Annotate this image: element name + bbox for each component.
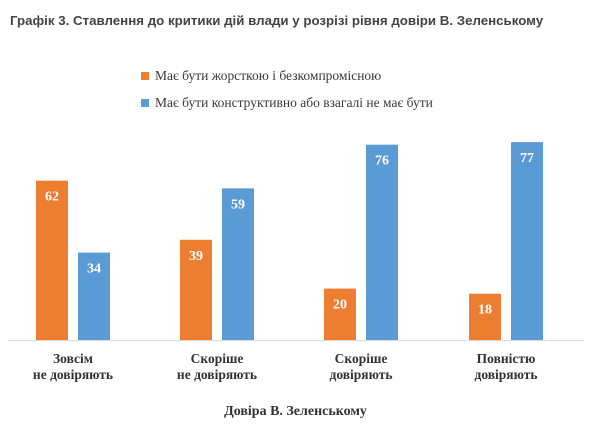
bar-value-label-series-1-4: 18 <box>478 303 492 318</box>
category-label-2-line-2: не довіряють <box>177 367 257 382</box>
bar-value-label-series-2-4: 77 <box>520 151 534 166</box>
category-label-4-line-2: довіряють <box>474 367 537 382</box>
bar-series-2-1 <box>78 252 110 340</box>
bar-value-label-series-2-2: 59 <box>231 197 245 212</box>
bar-value-label-series-1-3: 20 <box>333 298 347 313</box>
legend-swatch-series-1 <box>141 72 149 80</box>
bar-value-label-series-2-3: 76 <box>375 154 389 169</box>
category-label-2-line-1: Скоріше <box>191 351 244 366</box>
bar-value-label-series-1-2: 39 <box>189 249 203 264</box>
bar-series-2-4 <box>511 142 543 340</box>
bar-series-2-3 <box>366 144 398 340</box>
bar-value-label-series-1-1: 62 <box>45 190 59 205</box>
category-label-1-line-2: не довіряють <box>33 367 113 382</box>
category-label-1-line-1: Зовсім <box>53 351 93 366</box>
legend-label-series-2: Має бути конструктивно або взагалі не ма… <box>155 95 433 110</box>
category-label-3-line-1: Скоріше <box>335 351 388 366</box>
bar-series-1-2 <box>180 239 212 340</box>
bar-series-1-1 <box>36 180 68 340</box>
bar-value-label-series-2-1: 34 <box>87 262 101 277</box>
chart-title: Графік 3. Ставлення до критики дій влади… <box>10 13 544 28</box>
legend-item-series-2: Має бути конструктивно або взагалі не ма… <box>141 95 433 111</box>
bar-series-1-4 <box>469 293 501 340</box>
category-label-4-line-1: Повністю <box>477 351 536 366</box>
legend-item-series-1: Має бути жорсткою і безкомпромісною <box>141 68 381 84</box>
legend-swatch-series-2 <box>141 99 149 107</box>
category-label-3-line-2: довіряють <box>329 367 392 382</box>
legend-label-series-1: Має бути жорсткою і безкомпромісною <box>155 68 382 83</box>
bar-series-1-3 <box>324 288 356 340</box>
bar-series-2-2 <box>222 188 254 340</box>
x-axis-title: Довіра В. Зеленському <box>224 404 367 419</box>
